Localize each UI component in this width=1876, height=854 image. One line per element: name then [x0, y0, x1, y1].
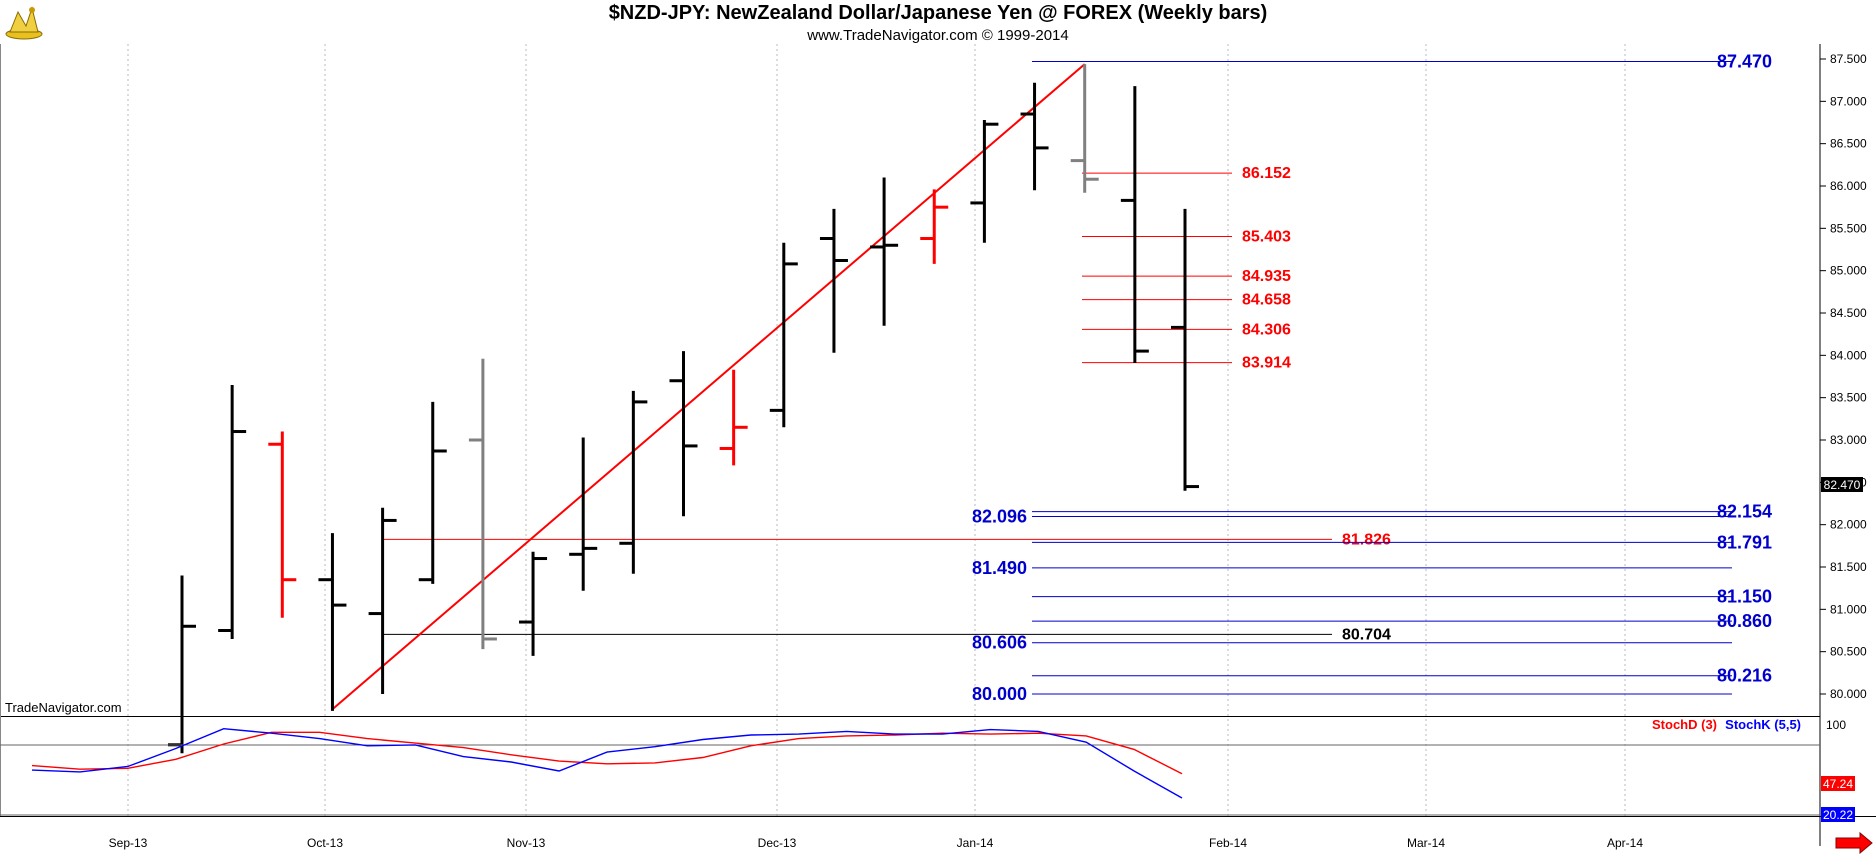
y-tick-label: 84.500 [1830, 306, 1867, 320]
level-label: 84.306 [1242, 321, 1291, 338]
ohlc-bar [769, 242, 798, 428]
ohlc-bar [218, 384, 247, 639]
date-axis-ticks: Sep-13 Oct-13 Nov-13 Dec-13 Jan-14 Feb-14 Mar-… [109, 836, 1644, 850]
level-label: 81.791 [1717, 532, 1772, 552]
level-label: 86.152 [1242, 165, 1291, 182]
x-tick-label: Dec-13 [758, 836, 797, 850]
ohlc-bar [619, 390, 648, 574]
y-tick-label: 85.500 [1830, 221, 1867, 235]
level-label: 83.914 [1242, 355, 1291, 372]
x-tick-label: Sep-13 [109, 836, 148, 850]
level-label: 81.490 [972, 558, 1027, 578]
ohlc-bar [418, 401, 447, 584]
ohlc-bar [1070, 64, 1099, 193]
y-tick-label: 82.000 [1830, 518, 1867, 532]
stoch-d-value-tag [1821, 776, 1855, 791]
trade-navigator-logo-icon [5, 6, 43, 40]
ohlc-bar [719, 369, 748, 466]
ohlc-bar [368, 507, 397, 694]
level-label: 85.403 [1242, 229, 1291, 246]
ohlc-bar [1020, 82, 1049, 191]
level-label: 80.000 [972, 684, 1027, 704]
stoch-d-legend: StochD (3) [1652, 717, 1717, 732]
ohlc-bar [819, 208, 848, 353]
last-price-tag [1821, 477, 1863, 492]
y-tick-label: 85.000 [1830, 264, 1867, 278]
y-tick-label: 80.500 [1830, 645, 1867, 659]
x-tick-label: Jan-14 [957, 836, 994, 850]
stoch-k-legend: StochK (5,5) [1725, 717, 1801, 732]
right-arrow-icon[interactable] [1835, 831, 1873, 854]
stoch-k-value-label: 20.22 [1823, 808, 1853, 822]
chart-title: $NZD-JPY: NewZealand Dollar/Japanese Yen… [608, 2, 1268, 24]
stoch-series-line [31, 731, 1183, 775]
ohlc-bar [1120, 86, 1149, 363]
price-axis-ticks: 80.00080.50081.00081.50082.00082.50083.0… [1830, 52, 1867, 701]
y-tick-label: 80.000 [1830, 687, 1867, 701]
trendline [331, 63, 1086, 710]
y-tick-label: 87.500 [1830, 52, 1867, 66]
retracement-levels: 87.470 86.152 85.403 84.935 84.658 84.306 83.9… [382, 52, 1772, 704]
watermark: TradeNavigator.com [5, 700, 122, 715]
ohlc-bar [970, 119, 999, 243]
level-label: 82.154 [1717, 502, 1772, 522]
y-tick-label: 84.000 [1830, 348, 1867, 362]
x-tick-label: Feb-14 [1209, 836, 1247, 850]
y-tick-label: 81.000 [1830, 602, 1867, 616]
x-tick-label: Oct-13 [307, 836, 343, 850]
last-price-label: 82.470 [1824, 478, 1861, 492]
y-tick-label: 87.000 [1830, 94, 1867, 108]
y-tick-label: 86.500 [1830, 137, 1867, 151]
ohlc-bar [318, 533, 347, 711]
level-label: 84.658 [1242, 292, 1291, 309]
stoch-series-line [31, 727, 1183, 799]
y-tick-label: 83.000 [1830, 433, 1867, 447]
level-label: 87.470 [1717, 52, 1772, 72]
y-tick-label: 81.500 [1830, 560, 1867, 574]
ohlc-bar [870, 177, 899, 326]
stoch-d-value-label: 47.24 [1823, 777, 1853, 791]
level-label: 80.860 [1717, 611, 1772, 631]
x-tick-label: Apr-14 [1607, 836, 1643, 850]
stoch-k-value-tag [1821, 807, 1855, 822]
stoch-axis-tick-100: 100 [1826, 718, 1846, 732]
x-tick-label: Mar-14 [1407, 836, 1445, 850]
ohlc-bar [669, 351, 698, 517]
x-tick-label: Nov-13 [507, 836, 546, 850]
ohlc-bar [268, 431, 297, 618]
horizontal-grid [1820, 58, 1826, 695]
ohlc-bar [168, 575, 196, 754]
y-tick-label: 83.500 [1830, 391, 1867, 405]
y-tick-label: 86.000 [1830, 179, 1867, 193]
level-label: 81.150 [1717, 587, 1772, 607]
level-label: 81.826 [1342, 531, 1391, 548]
ohlc-bar [519, 551, 548, 656]
level-label: 82.096 [972, 507, 1027, 527]
vertical-grid [127, 44, 1626, 816]
chart-subtitle: www.TradeNavigator.com © 1999-2014 [807, 27, 1069, 44]
level-label: 80.216 [1717, 666, 1772, 686]
ohlc-bar [569, 437, 598, 591]
ohlc-bar [920, 189, 949, 264]
ohlc-bar [1171, 208, 1199, 491]
level-label: 80.606 [972, 633, 1027, 653]
stochastic-pane [0, 727, 1820, 816]
price-bars [168, 64, 1199, 754]
level-label: 80.704 [1342, 626, 1391, 643]
ohlc-bar [468, 358, 497, 650]
level-label: 84.935 [1242, 268, 1291, 285]
